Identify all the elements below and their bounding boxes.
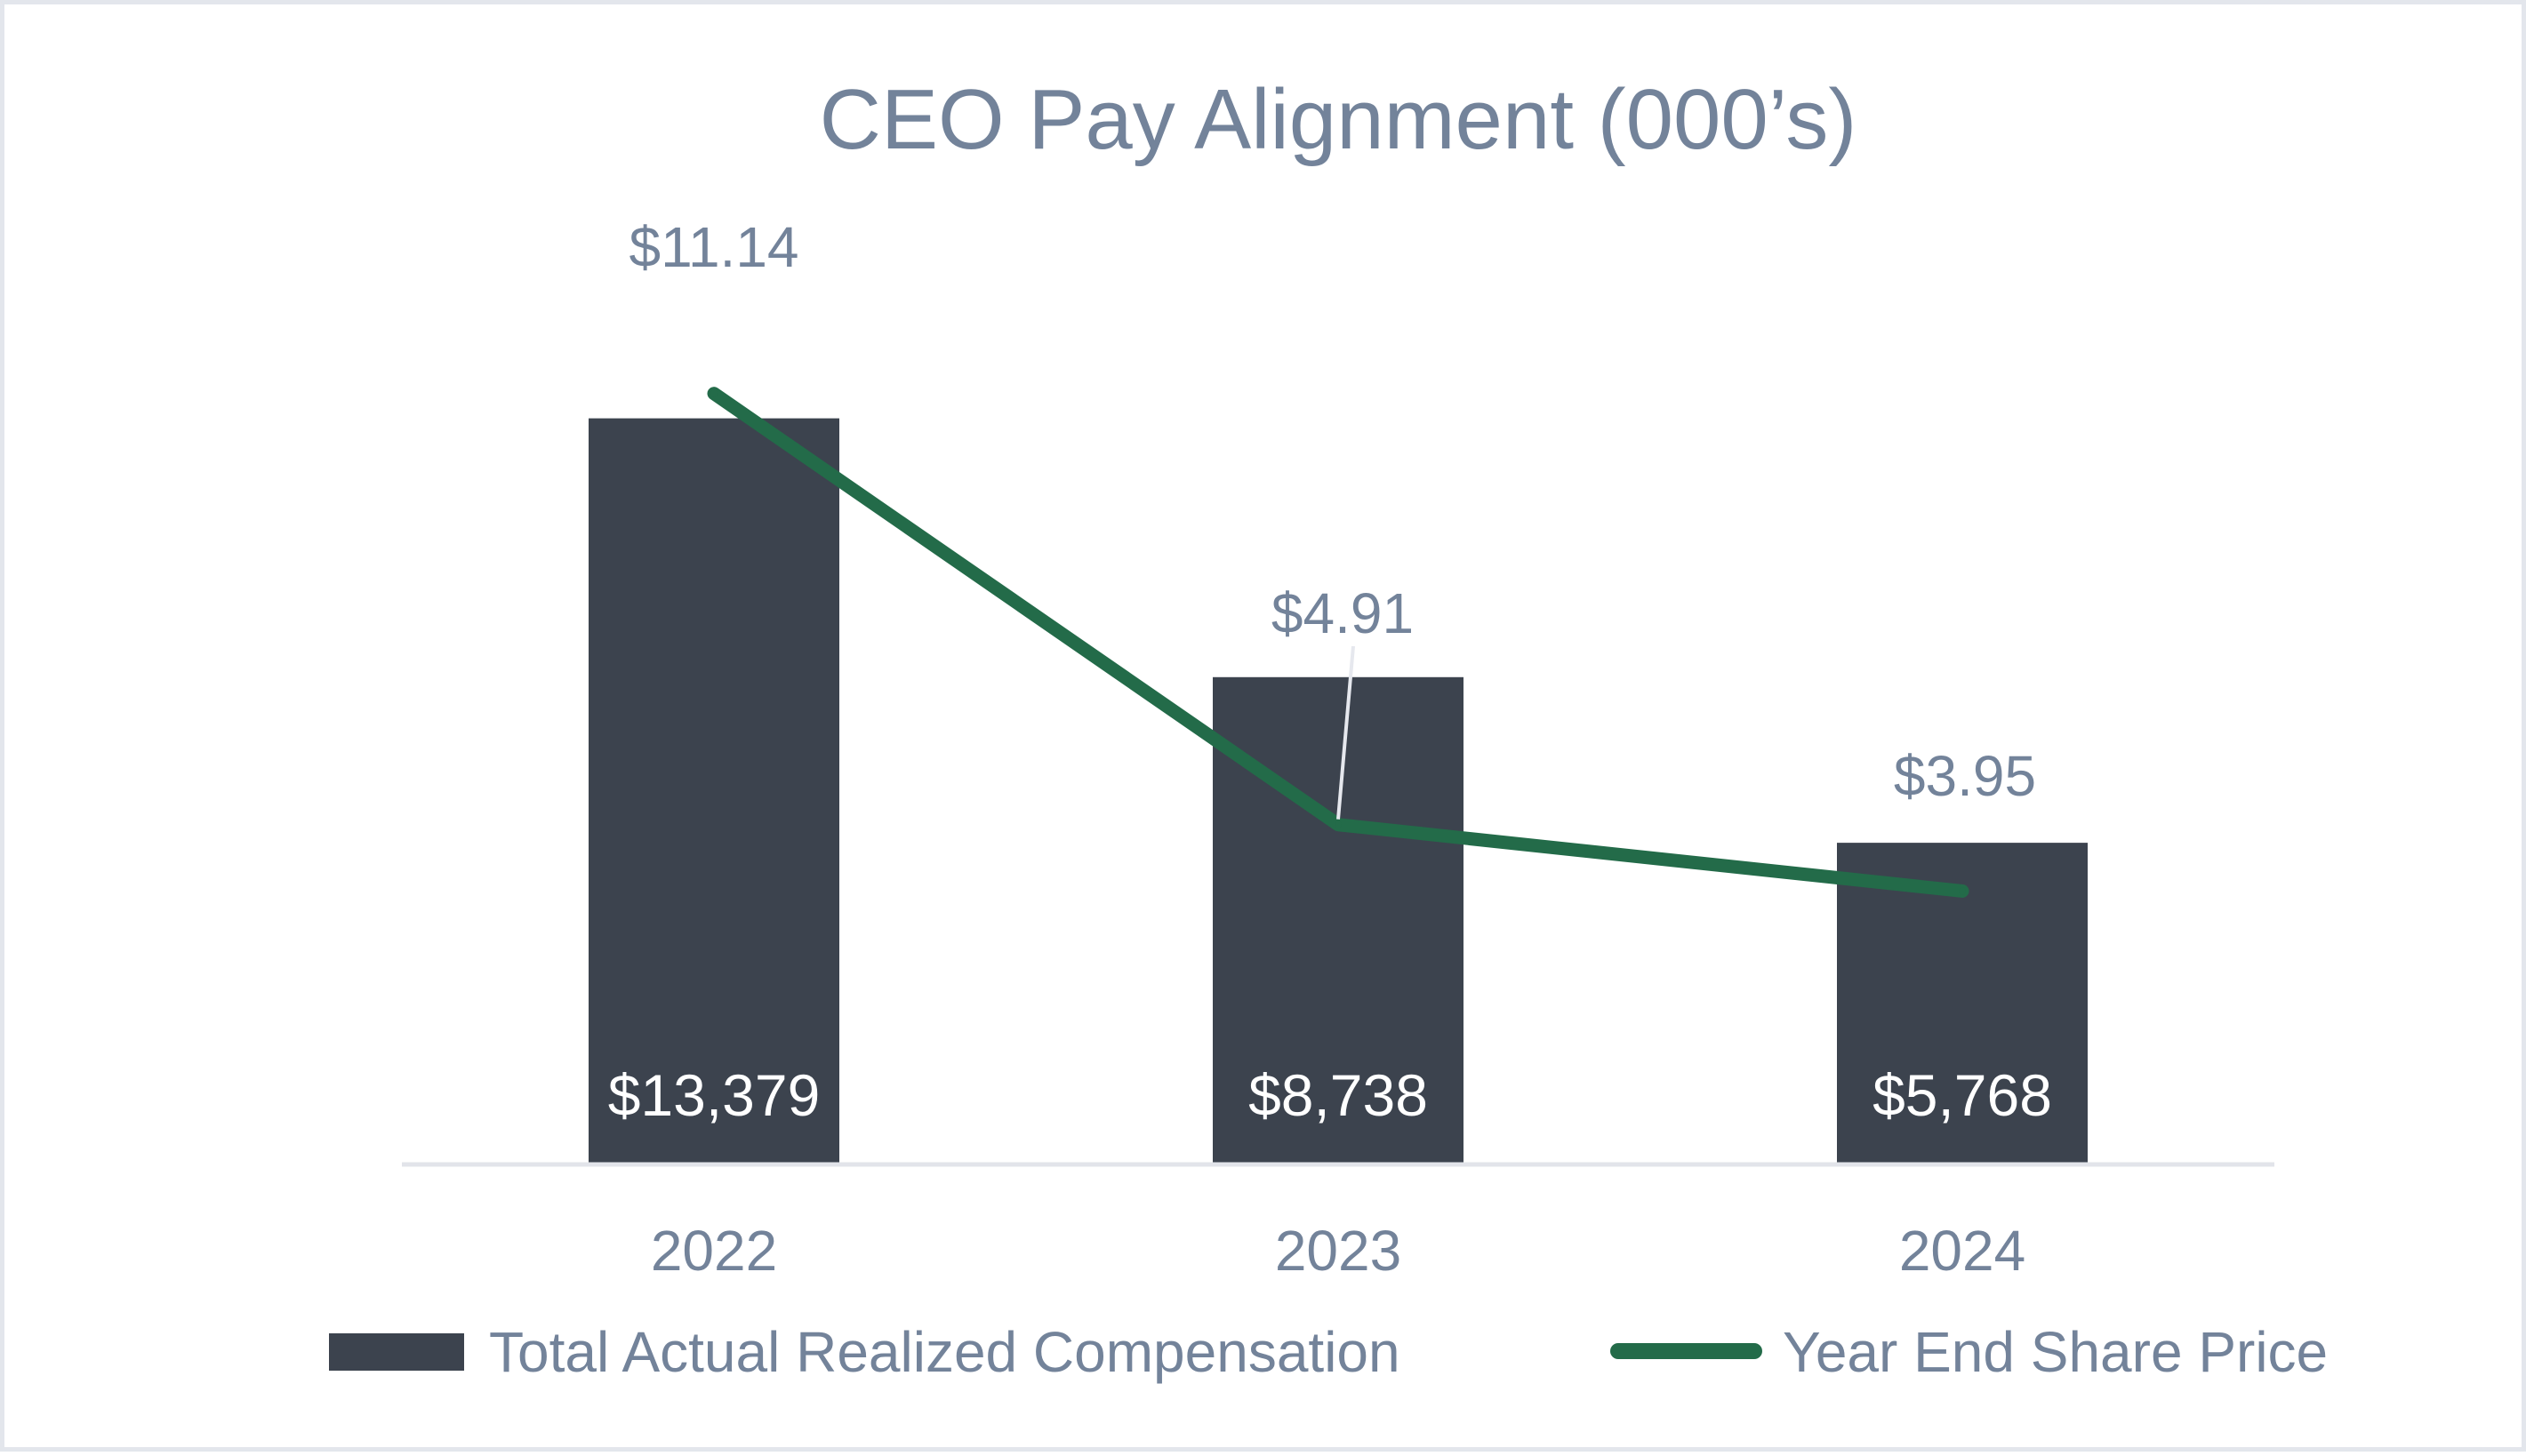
bar-label-2024: $5,768	[1872, 1062, 2052, 1128]
bar-2023	[1213, 676, 1463, 1164]
bar-2022	[589, 418, 839, 1164]
chart-title: CEO Pay Alignment (000’s)	[820, 72, 1857, 167]
share-price-point-2022	[710, 389, 718, 397]
legend-label-compensation: Total Actual Realized Compensation	[489, 1320, 1400, 1384]
x-tick-2022: 2022	[651, 1219, 777, 1283]
share-price-point-2023	[1335, 820, 1342, 828]
share-price-label-2023: $4.91	[1271, 581, 1414, 645]
legend: Total Actual Realized Compensation Year …	[329, 1320, 2328, 1384]
legend-label-share-price: Year End Share Price	[1783, 1320, 2328, 1384]
share-price-leader-2023	[1336, 645, 1355, 820]
share-price-label-2024: $3.95	[1894, 744, 2036, 808]
chart: CEO Pay Alignment (000’s) $13,379 $8,738 $…	[329, 72, 2328, 1384]
x-tick-2023: 2023	[1275, 1219, 1401, 1283]
share-price-point-2024	[1959, 887, 1966, 895]
bar-label-2022: $13,379	[608, 1062, 821, 1128]
legend-swatch-compensation	[329, 1333, 464, 1371]
x-tick-2024: 2024	[1899, 1219, 2025, 1283]
bar-label-2023: $8,738	[1248, 1062, 1428, 1128]
share-price-label-2022: $11.14	[629, 215, 799, 279]
